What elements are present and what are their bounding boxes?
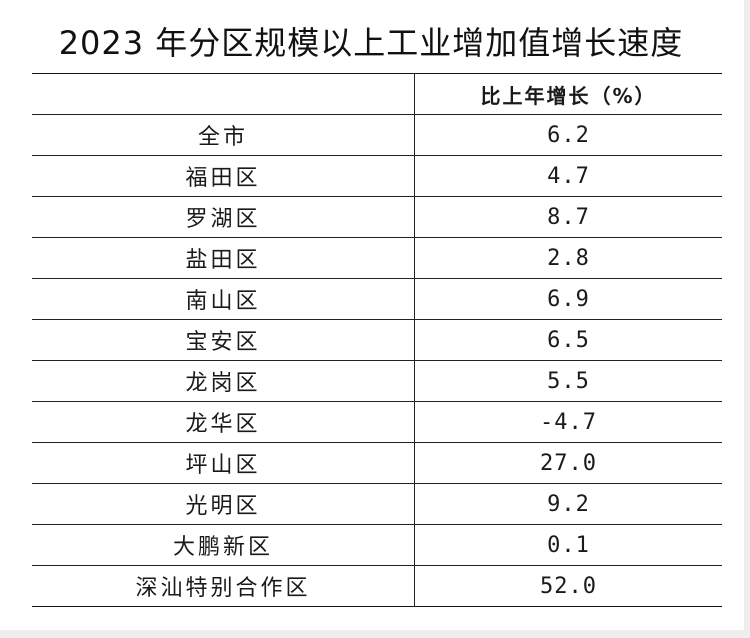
table-row: 龙岗区 5.5 [32,360,722,402]
district-name: 坪山区 [32,442,415,484]
table-row: 深汕特别合作区 52.0 [32,565,722,607]
growth-value: 27.0 [414,442,722,484]
growth-table: 比上年增长（%） 全市 6.2 福田区 4.7 罗湖区 8.7 盐田区 2.8 … [32,73,722,607]
growth-value: 8.7 [414,196,722,238]
growth-value: 5.5 [414,360,722,402]
header-district [32,73,415,115]
page-title: 2023 年分区规模以上工业增加值增长速度 [58,24,684,62]
district-name: 宝安区 [32,319,415,361]
district-name: 光明区 [32,483,415,525]
district-name: 福田区 [32,155,415,197]
growth-value: 6.2 [414,114,722,156]
table-row: 南山区 6.9 [32,278,722,320]
table-row: 盐田区 2.8 [32,237,722,279]
district-name: 龙岗区 [32,360,415,402]
growth-value: 6.9 [414,278,722,320]
district-name: 深汕特别合作区 [32,565,415,607]
header-growth: 比上年增长（%） [414,73,722,115]
table-row: 光明区 9.2 [32,483,722,525]
table-row: 龙华区 -4.7 [32,401,722,443]
district-name: 南山区 [32,278,415,320]
growth-value: 9.2 [414,483,722,525]
table-row: 坪山区 27.0 [32,442,722,484]
table-row: 全市 6.2 [32,114,722,156]
growth-value: 6.5 [414,319,722,361]
table-row: 宝安区 6.5 [32,319,722,361]
growth-value: 0.1 [414,524,722,566]
district-name: 罗湖区 [32,196,415,238]
growth-value: 4.7 [414,155,722,197]
growth-value: 52.0 [414,565,722,607]
table-row: 福田区 4.7 [32,155,722,197]
district-name: 龙华区 [32,401,415,443]
district-name: 盐田区 [32,237,415,279]
table-row: 罗湖区 8.7 [32,196,722,238]
district-name: 全市 [32,114,415,156]
growth-value: 2.8 [414,237,722,279]
table-row: 大鹏新区 0.1 [32,524,722,566]
district-name: 大鹏新区 [32,524,415,566]
table-header-row: 比上年增长（%） [32,73,722,115]
growth-value: -4.7 [414,401,722,443]
